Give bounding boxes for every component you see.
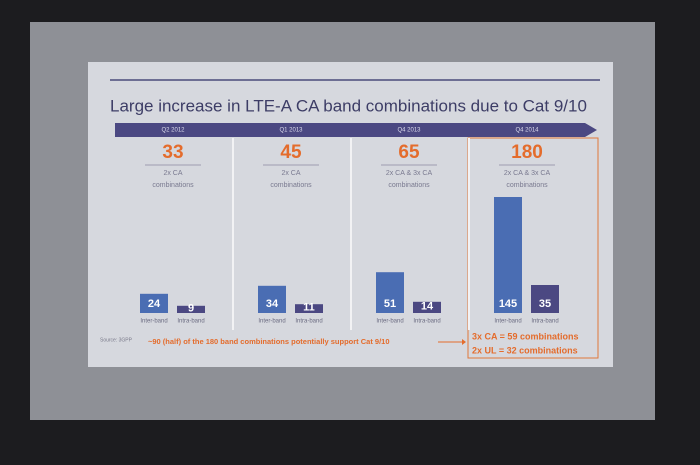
series-label: Inter-band [140, 319, 167, 325]
total-value: 180 [511, 142, 543, 163]
chart-title: Large increase in LTE-A CA band combinat… [110, 96, 587, 115]
source: Source: 3GPP [100, 337, 133, 343]
bar-value-label: 24 [148, 298, 161, 310]
bar [177, 305, 205, 313]
description: 2x CA & 3x CA [504, 170, 551, 177]
series-label: Inter-band [258, 319, 285, 325]
bar-value-label: 51 [384, 298, 396, 310]
bar-value-label: 11 [303, 302, 315, 314]
bar [376, 272, 404, 313]
description-unit: combinations [152, 182, 194, 189]
total-value: 65 [398, 142, 420, 163]
period-label: Q4 2013 [397, 128, 421, 134]
series-label: Inter-band [376, 319, 403, 325]
description-unit: combinations [506, 182, 548, 189]
series-label: Intra-band [531, 319, 558, 325]
description: 2x CA & 3x CA [386, 170, 433, 177]
footnote-arrowhead [462, 339, 466, 345]
bar-value-label: 145 [499, 298, 517, 310]
bar [295, 304, 323, 313]
bar [258, 285, 286, 313]
total-value: 45 [280, 142, 302, 163]
series-label: Intra-band [295, 319, 322, 325]
bar-value-label: 34 [266, 298, 279, 310]
series-label: Intra-band [413, 319, 440, 325]
footnote: ~90 (half) of the 180 band combinations … [148, 337, 390, 346]
bar [531, 285, 559, 313]
bar-value-label: 9 [188, 302, 194, 314]
callout: 2x UL = 32 combinations [472, 345, 578, 355]
bar-value-label: 35 [539, 298, 551, 310]
period-label: Q1 2013 [279, 128, 303, 134]
period-label: Q2 2012 [161, 128, 185, 134]
description: 2x CA [163, 170, 182, 177]
bar [413, 301, 441, 313]
description-unit: combinations [388, 182, 430, 189]
series-label: Intra-band [177, 319, 204, 325]
callout: 3x CA = 59 combinations [472, 331, 578, 341]
description-unit: combinations [270, 182, 312, 189]
bar [140, 293, 168, 313]
timeline-arrow [115, 123, 597, 137]
total-value: 33 [162, 142, 183, 163]
bar-value-label: 14 [421, 300, 434, 312]
bar [494, 197, 522, 313]
description: 2x CA [281, 170, 300, 177]
period-label: Q4 2014 [515, 128, 539, 134]
series-label: Inter-band [494, 319, 521, 325]
